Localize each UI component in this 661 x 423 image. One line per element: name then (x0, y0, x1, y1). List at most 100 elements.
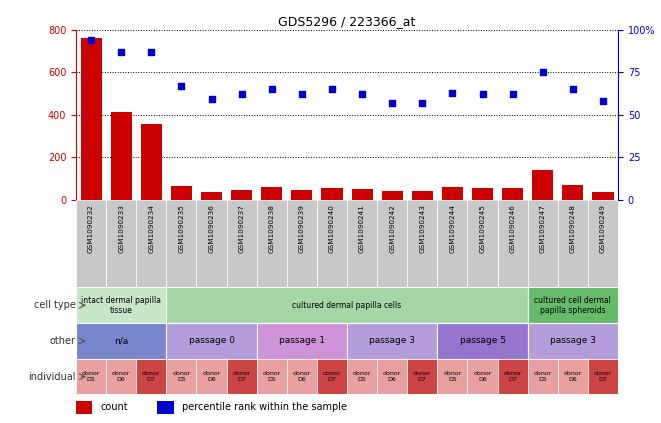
Bar (438, 323, 527, 359)
Bar (472, 188, 493, 200)
Text: GSM1090246: GSM1090246 (510, 204, 516, 253)
Text: GSM1090243: GSM1090243 (419, 204, 425, 253)
Point (116, 48, 126, 55)
Text: GSM1090238: GSM1090238 (269, 204, 275, 253)
Text: other: other (50, 336, 75, 346)
Bar (167, 200, 196, 288)
Text: GSM1090234: GSM1090234 (148, 204, 154, 253)
Text: GSM1090235: GSM1090235 (178, 204, 184, 253)
Text: donor
D5: donor D5 (353, 371, 371, 382)
Bar (141, 124, 162, 200)
Bar (532, 170, 553, 200)
Bar (347, 200, 377, 288)
Text: count: count (100, 401, 128, 412)
Bar (76, 359, 106, 394)
Bar (588, 200, 618, 288)
Text: percentile rank within the sample: percentile rank within the sample (182, 401, 347, 412)
Point (176, 82, 186, 89)
Bar (588, 359, 618, 394)
Point (266, 86, 277, 93)
Text: passage 0: passage 0 (188, 336, 235, 346)
Text: donor
D5: donor D5 (173, 371, 190, 382)
Bar (407, 359, 438, 394)
Text: donor
D7: donor D7 (413, 371, 432, 382)
Bar (261, 187, 282, 200)
Bar (76, 323, 167, 359)
Bar (321, 188, 342, 200)
Point (477, 91, 488, 98)
Bar (292, 190, 313, 200)
Point (237, 91, 247, 98)
Point (387, 99, 397, 106)
Bar (381, 191, 403, 200)
Bar (231, 190, 253, 200)
Text: passage 3: passage 3 (550, 336, 596, 346)
Text: GSM1090241: GSM1090241 (359, 204, 365, 253)
Text: donor
D7: donor D7 (594, 371, 612, 382)
Bar (438, 200, 467, 288)
Text: GSM1090248: GSM1090248 (570, 204, 576, 253)
Bar (256, 323, 347, 359)
Text: donor
D7: donor D7 (504, 371, 522, 382)
Bar (317, 200, 347, 288)
Text: donor
D6: donor D6 (564, 371, 582, 382)
Point (598, 98, 608, 104)
Bar (527, 323, 618, 359)
Text: cultured cell dermal
papilla spheroids: cultured cell dermal papilla spheroids (535, 296, 611, 315)
Bar (256, 359, 287, 394)
Bar (287, 200, 317, 288)
Point (357, 91, 368, 98)
Text: GSM1090242: GSM1090242 (389, 204, 395, 253)
Text: GSM1090247: GSM1090247 (540, 204, 546, 253)
Text: GSM1090239: GSM1090239 (299, 204, 305, 253)
Bar (106, 200, 136, 288)
Text: donor
D6: donor D6 (293, 371, 311, 382)
Point (297, 91, 307, 98)
Bar (377, 200, 407, 288)
Title: GDS5296 / 223366_at: GDS5296 / 223366_at (278, 16, 416, 28)
Bar (527, 200, 558, 288)
Bar (558, 359, 588, 394)
Text: cell type: cell type (34, 300, 75, 310)
Bar (76, 200, 106, 288)
Text: donor
D6: donor D6 (473, 371, 492, 382)
Bar (201, 192, 222, 200)
Text: GSM1090245: GSM1090245 (479, 204, 486, 253)
Text: passage 3: passage 3 (369, 336, 415, 346)
Text: donor
D7: donor D7 (233, 371, 251, 382)
Bar (157, 401, 174, 414)
Text: donor
D7: donor D7 (323, 371, 341, 382)
Bar (527, 359, 558, 394)
Text: donor
D5: donor D5 (444, 371, 461, 382)
Text: intact dermal papilla
tissue: intact dermal papilla tissue (81, 296, 161, 315)
Point (206, 96, 217, 103)
Bar (287, 359, 317, 394)
Bar (442, 187, 463, 200)
Bar (167, 323, 256, 359)
Text: donor
D7: donor D7 (142, 371, 161, 382)
Bar (110, 112, 132, 200)
Bar (592, 192, 613, 200)
Text: donor
D6: donor D6 (112, 371, 130, 382)
Bar (317, 359, 347, 394)
Text: individual: individual (28, 372, 75, 382)
Bar (558, 200, 588, 288)
Point (327, 86, 337, 93)
Bar (227, 200, 256, 288)
Text: GSM1090236: GSM1090236 (208, 204, 215, 253)
Bar (563, 185, 584, 200)
Bar (76, 401, 93, 414)
Text: GSM1090249: GSM1090249 (600, 204, 606, 253)
Bar (136, 200, 167, 288)
Bar (377, 359, 407, 394)
Bar (196, 359, 227, 394)
Bar (407, 200, 438, 288)
Text: donor
D6: donor D6 (202, 371, 221, 382)
Bar (438, 359, 467, 394)
Point (568, 86, 578, 93)
Text: donor
D6: donor D6 (383, 371, 401, 382)
Text: GSM1090232: GSM1090232 (88, 204, 94, 253)
Text: n/a: n/a (114, 336, 128, 346)
Text: cultured dermal papilla cells: cultured dermal papilla cells (292, 301, 402, 310)
Bar (256, 200, 287, 288)
